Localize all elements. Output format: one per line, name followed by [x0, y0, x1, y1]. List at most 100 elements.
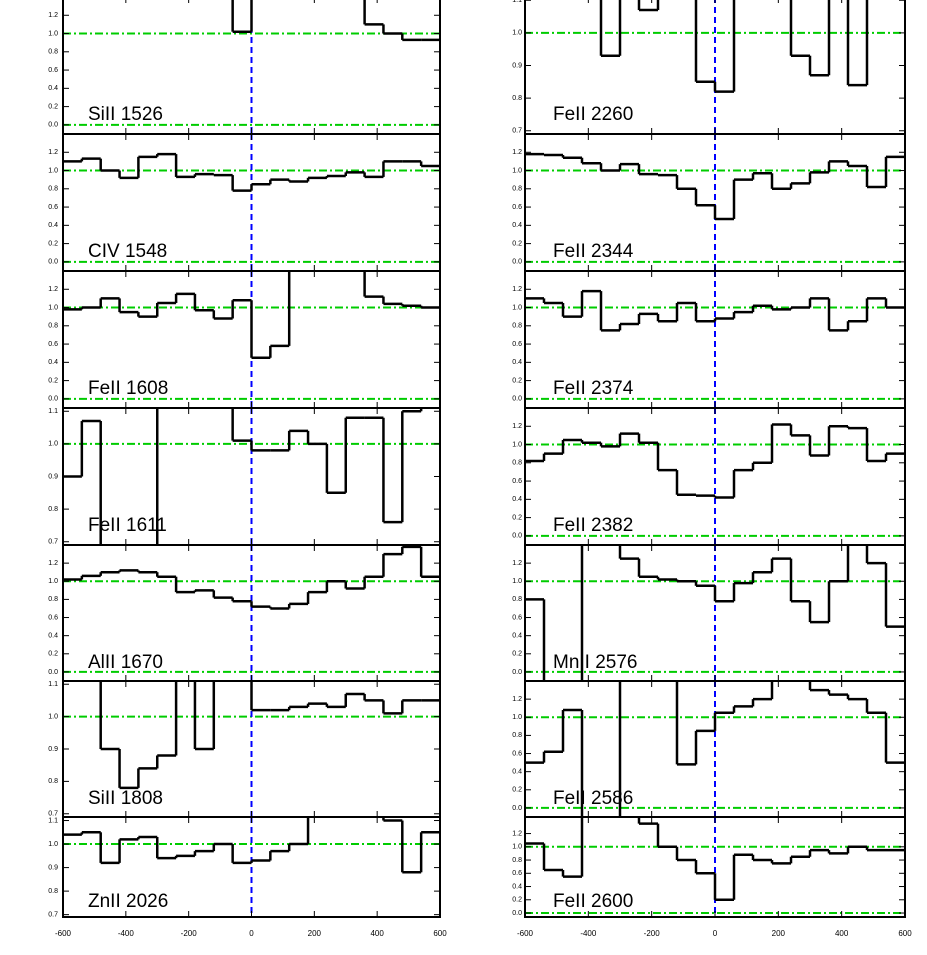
- plot-area: [525, 408, 905, 545]
- y-tick-label: 0.8: [512, 857, 522, 864]
- panel-label: FeII 1611: [88, 515, 167, 536]
- panel: 0.7 0.8 0.9 1.0 1.1 -600 -400 -200 0 200 400 600 ZnI…: [48, 816, 447, 938]
- y-tick-label: 1.0: [48, 713, 58, 720]
- panel: 0.0 0.2 0.4 0.6 0.8 1.0 1.2 MnII 2576: [512, 544, 906, 682]
- y-tick-label: 1.2: [512, 560, 522, 567]
- y-tick-label: 1.1: [48, 681, 58, 688]
- plot-area: [63, 0, 440, 134]
- y-tick-label: 0.6: [512, 478, 522, 485]
- panel-label: AlII 1670: [88, 652, 163, 673]
- x-tick-label: -600: [517, 929, 534, 938]
- y-tick-label: 0.2: [512, 897, 522, 904]
- panel: 0.0 0.2 0.4 0.6 0.8 1.0 1.2 FeII 2586: [512, 680, 906, 818]
- panel: 0.0 0.2 0.4 0.6 0.8 1.0 1.2 FeII 2374: [512, 270, 906, 409]
- y-tick-label: 0.8: [512, 186, 522, 193]
- y-tick-label: 0.0: [48, 259, 58, 266]
- y-tick-label: 0.0: [512, 533, 522, 540]
- plot-area: [525, 545, 905, 681]
- y-tick-label: 0.6: [48, 614, 58, 621]
- x-tick-label: -200: [181, 929, 198, 938]
- y-tick-label: 0.7: [512, 128, 522, 135]
- y-tick-label: 1.0: [512, 714, 522, 721]
- y-tick-label: 0.9: [48, 746, 58, 753]
- y-tick-label: 0.2: [48, 651, 58, 658]
- y-tick-label: 1.2: [48, 286, 58, 293]
- y-tick-label: 0.6: [48, 341, 58, 348]
- y-tick-label: 1.0: [512, 167, 522, 174]
- panel-label: FeII 2374: [553, 378, 634, 399]
- y-tick-label: 0.4: [48, 85, 58, 92]
- y-tick-label: 1.2: [512, 149, 522, 156]
- plot-area: [63, 681, 440, 817]
- y-tick-label: 0.8: [48, 186, 58, 193]
- panel-label: ZnII 2026: [88, 891, 168, 912]
- y-tick-label: 0.6: [512, 204, 522, 211]
- panel-label: FeII 2260: [553, 104, 633, 125]
- y-tick-label: 1.2: [512, 423, 522, 430]
- plot-area: [525, 134, 905, 271]
- y-tick-label: 0.4: [512, 222, 522, 229]
- x-tick-label: 600: [433, 929, 447, 938]
- panel: 0.0 0.2 0.4 0.6 0.8 1.0 1.2 FeII 2344: [512, 133, 906, 272]
- y-tick-label: 1.0: [512, 578, 522, 585]
- panel-label: FeII 2382: [553, 515, 633, 536]
- y-tick-label: 1.1: [48, 817, 58, 824]
- x-tick-label: -200: [644, 929, 661, 938]
- panel-label: FeII 2586: [553, 788, 633, 809]
- y-tick-label: 0.8: [512, 323, 522, 330]
- y-tick-label: 1.2: [512, 830, 522, 837]
- plot-area: [525, 0, 905, 134]
- panel-label: SiII 1526: [88, 104, 163, 125]
- y-tick-label: 0.2: [48, 103, 58, 110]
- y-tick-label: 0.8: [512, 460, 522, 467]
- y-tick-label: 0.4: [512, 883, 522, 890]
- y-tick-label: 0.2: [48, 240, 58, 247]
- x-tick-label: 0: [713, 929, 718, 938]
- y-tick-label: 1.1: [512, 0, 522, 4]
- y-tick-label: 0.7: [48, 911, 58, 918]
- y-tick-label: 0.6: [512, 341, 522, 348]
- y-tick-label: 0.4: [48, 633, 58, 640]
- y-tick-label: 1.0: [512, 844, 522, 851]
- y-tick-label: 0.7: [48, 811, 58, 818]
- panel: 0.0 0.2 0.4 0.6 0.8 1.0 1.2 FeII 1608: [48, 270, 441, 409]
- plot-area: [63, 408, 440, 545]
- y-tick-label: 0.6: [512, 870, 522, 877]
- y-tick-label: 1.2: [48, 560, 58, 567]
- y-tick-label: 1.2: [512, 696, 522, 703]
- panel: 0.0 0.2 0.4 0.6 0.8 1.0 1.2 AlII 1670: [48, 544, 441, 682]
- y-tick-label: 0.2: [512, 651, 522, 658]
- x-tick-label: 0: [249, 929, 254, 938]
- y-tick-label: 0.0: [48, 396, 58, 403]
- y-tick-label: 0.6: [48, 204, 58, 211]
- y-tick-label: 1.0: [48, 441, 58, 448]
- y-tick-label: 0.2: [512, 787, 522, 794]
- x-tick-label: 400: [370, 929, 384, 938]
- y-tick-label: 0.8: [512, 732, 522, 739]
- y-tick-label: 1.1: [48, 408, 58, 415]
- y-tick-label: 0.2: [512, 377, 522, 384]
- x-tick-label: -400: [118, 929, 135, 938]
- y-tick-label: 1.0: [512, 304, 522, 311]
- y-tick-label: 0.4: [512, 359, 522, 366]
- y-tick-label: 0.6: [512, 750, 522, 757]
- y-tick-label: 0.4: [512, 769, 522, 776]
- y-tick-label: 0.8: [48, 888, 58, 895]
- panel-label: FeII 2600: [553, 891, 633, 912]
- y-tick-label: 0.9: [512, 62, 522, 69]
- y-tick-label: 1.0: [48, 304, 58, 311]
- y-tick-label: 0.8: [48, 778, 58, 785]
- y-tick-label: 1.0: [512, 441, 522, 448]
- panel-label: MnII 2576: [553, 652, 638, 673]
- y-tick-label: 1.2: [48, 149, 58, 156]
- y-tick-label: 1.0: [512, 30, 522, 37]
- y-tick-label: 1.0: [48, 30, 58, 37]
- y-tick-label: 0.6: [512, 614, 522, 621]
- y-tick-label: 0.0: [48, 122, 58, 129]
- y-tick-label: 0.7: [48, 539, 58, 546]
- panel: 0.7 0.8 0.9 1.0 1.1 SiII 1808: [48, 680, 441, 818]
- x-tick-label: 200: [308, 929, 322, 938]
- panel: 0.0 0.2 0.4 0.6 0.8 1.0 1.2 FeII 2382: [512, 407, 906, 546]
